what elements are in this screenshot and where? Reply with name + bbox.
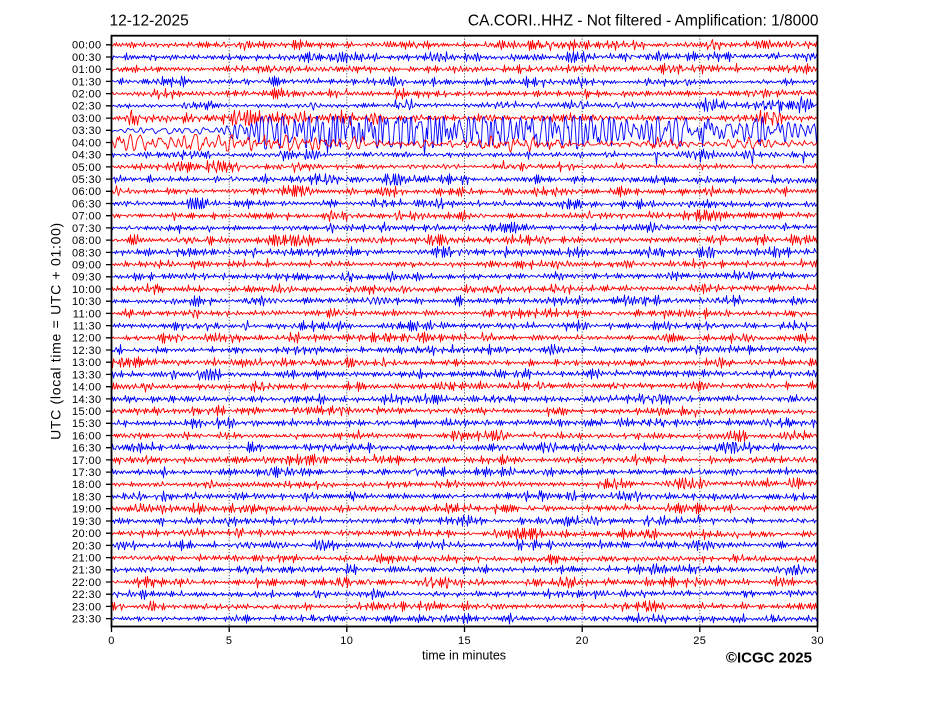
svg-text:18:00: 18:00: [72, 479, 102, 491]
svg-text:09:30: 09:30: [72, 272, 102, 284]
svg-text:07:00: 07:00: [72, 211, 102, 223]
svg-text:13:00: 13:00: [72, 357, 102, 369]
svg-text:22:00: 22:00: [72, 577, 102, 589]
svg-text:21:00: 21:00: [72, 553, 102, 565]
svg-text:23:30: 23:30: [72, 614, 102, 626]
svg-text:time in minutes: time in minutes: [422, 649, 506, 663]
svg-text:06:00: 06:00: [72, 186, 102, 198]
svg-text:01:30: 01:30: [72, 76, 102, 88]
svg-text:10: 10: [340, 635, 353, 647]
svg-text:06:30: 06:30: [72, 198, 102, 210]
svg-text:CA.CORI..HHZ - Not filtered -: CA.CORI..HHZ - Not filtered - Amplificat…: [468, 13, 819, 30]
svg-text:19:30: 19:30: [72, 516, 102, 528]
svg-text:25: 25: [693, 635, 706, 647]
svg-text:20: 20: [576, 635, 589, 647]
svg-text:08:00: 08:00: [72, 235, 102, 247]
svg-text:14:30: 14:30: [72, 394, 102, 406]
svg-text:19:00: 19:00: [72, 504, 102, 516]
svg-text:03:00: 03:00: [72, 113, 102, 125]
svg-text:15:00: 15:00: [72, 406, 102, 418]
svg-text:17:00: 17:00: [72, 455, 102, 467]
svg-text:23:00: 23:00: [72, 601, 102, 613]
svg-text:04:00: 04:00: [72, 137, 102, 149]
svg-text:12:30: 12:30: [72, 345, 102, 357]
svg-text:10:30: 10:30: [72, 296, 102, 308]
svg-text:07:30: 07:30: [72, 223, 102, 235]
svg-text:20:00: 20:00: [72, 528, 102, 540]
svg-text:UTC (local time = UTC + 01:00): UTC (local time = UTC + 01:00): [48, 222, 64, 440]
svg-text:00:00: 00:00: [72, 40, 102, 52]
svg-text:05:00: 05:00: [72, 162, 102, 174]
svg-text:12-12-2025: 12-12-2025: [110, 13, 189, 30]
svg-text:11:00: 11:00: [73, 308, 102, 320]
svg-text:22:30: 22:30: [72, 589, 102, 601]
svg-text:15: 15: [458, 635, 471, 647]
svg-text:00:30: 00:30: [72, 52, 102, 64]
svg-text:03:30: 03:30: [72, 125, 102, 137]
svg-text:16:30: 16:30: [72, 443, 102, 455]
svg-text:02:00: 02:00: [72, 89, 102, 101]
svg-text:©ICGC 2025: ©ICGC 2025: [726, 650, 812, 667]
svg-text:21:30: 21:30: [72, 565, 102, 577]
svg-text:12:00: 12:00: [72, 333, 102, 345]
svg-text:20:30: 20:30: [72, 540, 102, 552]
svg-text:16:00: 16:00: [72, 430, 102, 442]
svg-text:14:00: 14:00: [72, 382, 102, 394]
svg-text:02:30: 02:30: [72, 101, 102, 113]
svg-text:30: 30: [811, 635, 824, 647]
svg-text:10:00: 10:00: [72, 284, 102, 296]
svg-text:11:30: 11:30: [73, 321, 102, 333]
svg-text:0: 0: [108, 635, 115, 647]
svg-text:5: 5: [226, 635, 233, 647]
svg-text:13:30: 13:30: [72, 369, 102, 381]
svg-text:18:30: 18:30: [72, 491, 102, 503]
svg-text:17:30: 17:30: [72, 467, 102, 479]
svg-text:05:30: 05:30: [72, 174, 102, 186]
svg-text:01:00: 01:00: [72, 64, 102, 76]
svg-text:08:30: 08:30: [72, 247, 102, 259]
svg-text:15:30: 15:30: [72, 418, 102, 430]
svg-text:09:00: 09:00: [72, 260, 102, 272]
svg-text:04:30: 04:30: [72, 150, 102, 162]
